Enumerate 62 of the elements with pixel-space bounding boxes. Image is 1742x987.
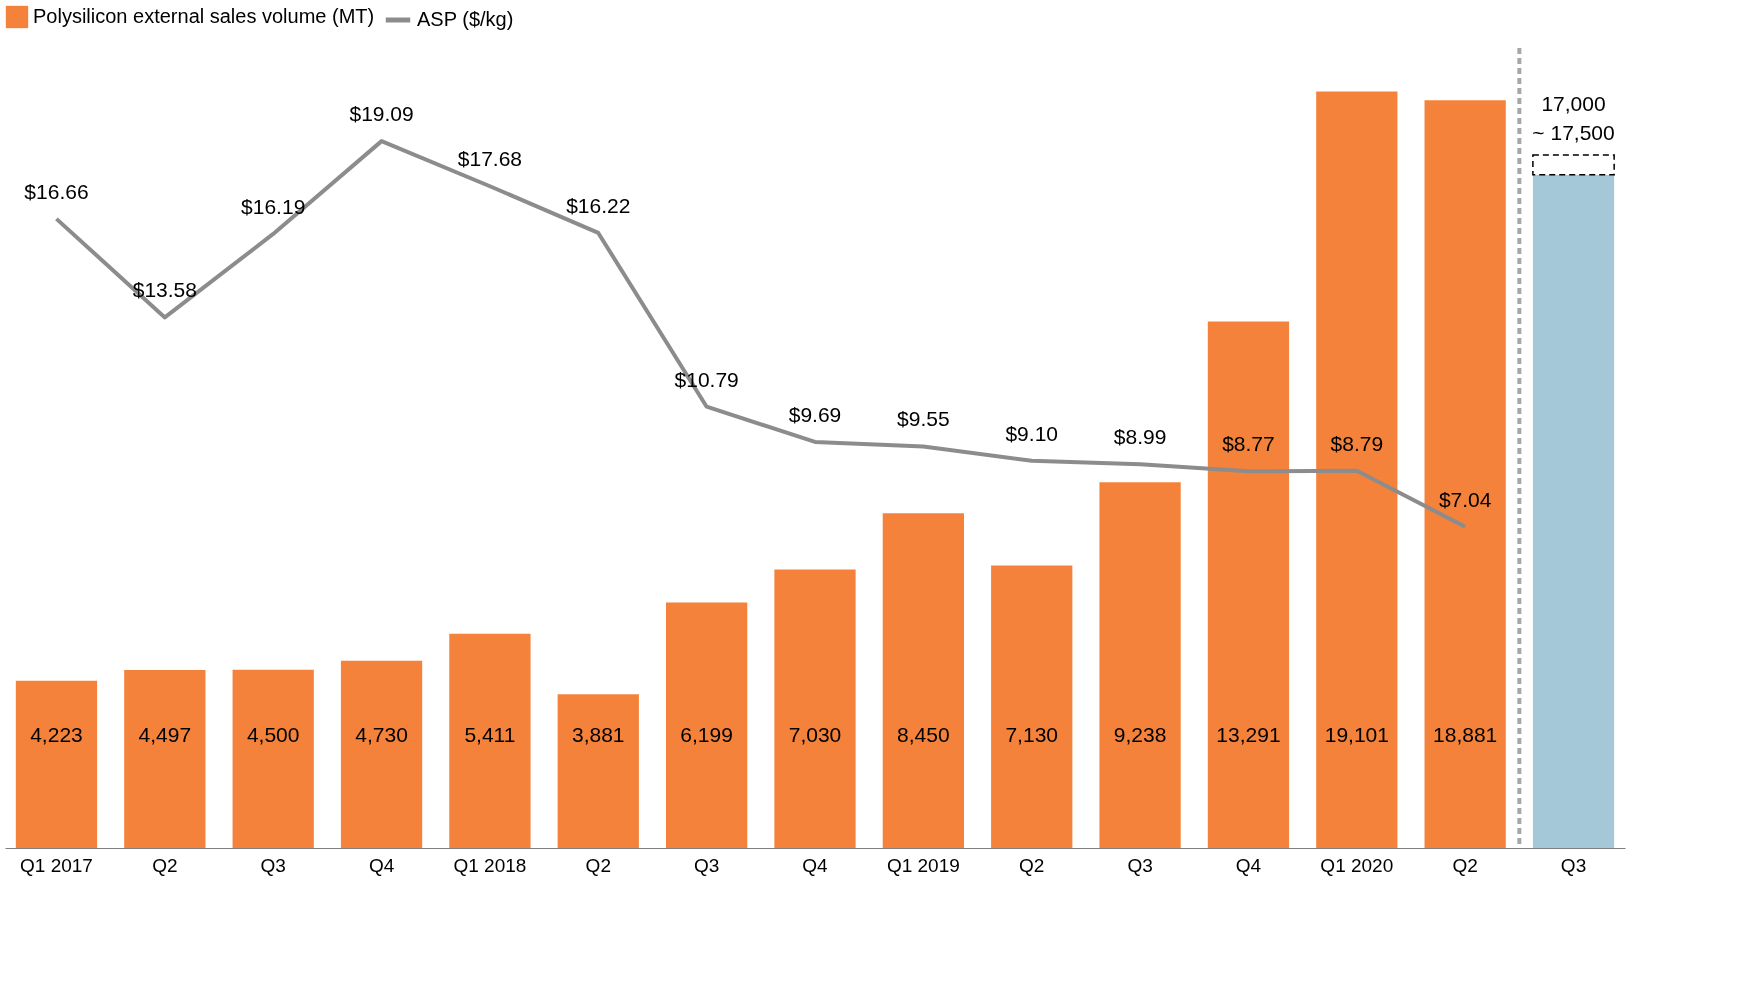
data-label: $17.68 <box>457 147 523 171</box>
bar <box>882 513 964 848</box>
data-label: 7,130 <box>1005 723 1058 746</box>
data-label: $10.79 <box>674 367 739 391</box>
x-tick-label: Q2 <box>152 854 178 876</box>
data-label: $13.58 <box>132 278 197 302</box>
x-tick-label: Q3 <box>1560 854 1587 876</box>
x-tick-label: Q2 <box>1452 854 1478 876</box>
data-label: 3,881 <box>572 723 625 746</box>
legend-label: Polysilicon external sales volume (MT) <box>33 5 375 27</box>
bar <box>991 565 1073 848</box>
x-tick-label: Q2 <box>585 854 611 876</box>
x-tick-label: Q1 2019 <box>886 854 960 876</box>
data-label: $9.10 <box>1005 421 1058 445</box>
data-label: $8.77 <box>1222 432 1275 456</box>
bar <box>666 602 748 848</box>
x-tick-label: Q1 2017 <box>20 854 93 876</box>
x-tick-label: Q1 2018 <box>453 854 527 876</box>
data-label: 4,497 <box>138 723 192 746</box>
data-label: $19.09 <box>349 102 414 126</box>
data-label: 4,500 <box>246 723 300 746</box>
data-label: 6,199 <box>680 723 733 746</box>
x-tick-label: Q2 <box>1019 854 1045 876</box>
bar <box>557 694 639 848</box>
data-label: 9,238 <box>1113 723 1167 746</box>
data-label: $16.66 <box>24 179 89 203</box>
x-tick-label: Q4 <box>1235 854 1262 876</box>
data-label: $7.04 <box>1438 487 1492 511</box>
data-label: 8,450 <box>897 723 950 746</box>
bar <box>15 680 98 848</box>
x-tick-label: Q4 <box>802 854 829 876</box>
bar <box>232 669 314 848</box>
data-label: $9.69 <box>788 402 842 426</box>
bar <box>1532 174 1615 848</box>
data-label: 18,881 <box>1433 723 1498 746</box>
data-label: $8.79 <box>1330 431 1384 455</box>
legend-label: ASP ($/kg) <box>417 8 514 30</box>
bar <box>1424 100 1506 848</box>
bar <box>1099 482 1181 848</box>
data-label: 4,223 <box>30 723 83 746</box>
bar <box>449 633 531 848</box>
x-tick-label: Q1 2020 <box>1320 854 1394 876</box>
annotation: 17,000 ~ 17,500 <box>1532 91 1615 144</box>
data-label: $16.22 <box>566 193 631 217</box>
x-tick-label: Q3 <box>1127 854 1153 876</box>
x-tick-label: Q3 <box>260 854 286 876</box>
data-label: 4,730 <box>355 723 408 746</box>
bar <box>1532 154 1615 176</box>
data-label: $8.99 <box>1113 425 1167 449</box>
bar <box>1207 321 1290 848</box>
data-label: 7,030 <box>788 723 842 746</box>
bar <box>124 669 206 848</box>
bar <box>1316 91 1398 848</box>
data-label: $16.19 <box>241 194 306 218</box>
x-tick-label: Q3 <box>693 854 720 876</box>
x-tick-label: Q4 <box>368 854 395 876</box>
data-label: $9.55 <box>897 407 950 431</box>
data-label: 19,101 <box>1324 723 1389 746</box>
data-label: 13,291 <box>1216 723 1281 746</box>
bar <box>340 660 423 848</box>
bar <box>774 569 856 848</box>
data-label: 5,411 <box>464 723 516 746</box>
